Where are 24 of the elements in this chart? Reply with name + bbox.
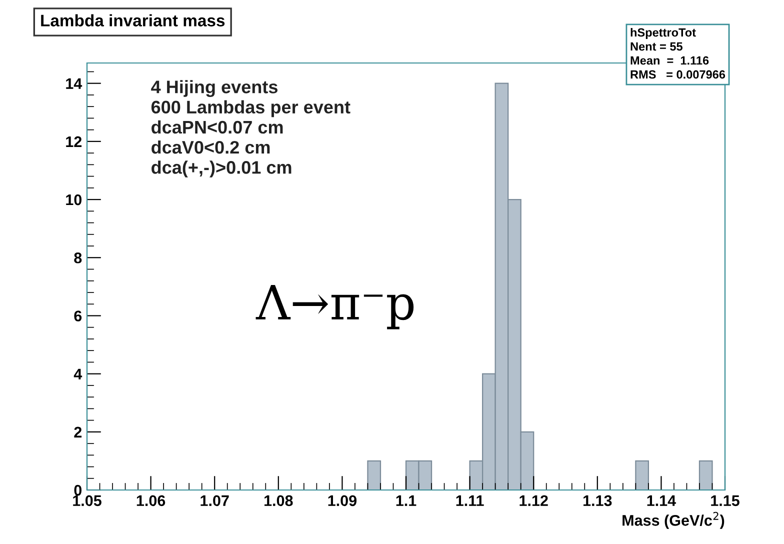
x-tick-label: 1.11 <box>456 495 484 506</box>
y-tick-label: 10 <box>66 194 82 206</box>
y-tick-label: 4 <box>74 368 82 380</box>
x-tick-label: 1.05 <box>73 495 102 506</box>
y-tick-label: 2 <box>74 426 82 438</box>
x-tick-label: 1.13 <box>583 495 612 506</box>
annotation: hSpettroTot Nent = 55 Mean = 1.116 RMS = 0.007966 <box>630 28 726 79</box>
y-tick-label: 0 <box>74 484 82 496</box>
x-tick-label: 1.1 <box>396 495 416 506</box>
x-tick-label: 1.08 <box>264 495 293 506</box>
x-tick-label: 1.14 <box>647 495 676 506</box>
y-tick-label: 8 <box>74 252 82 264</box>
x-tick-label: 1.15 <box>711 495 740 506</box>
x-tick-label: 1.07 <box>200 495 229 506</box>
x-axis-title: Mass (GeV/c$^{2}$) <box>622 512 724 529</box>
annotation: 4 Hijing events 600 Lambdas per event dcaPN<0.07 cm dcaV0<0.2 cm dca(+,-)>0.01 cm <box>151 80 350 178</box>
chart-title: Lambda invariant mass <box>41 14 225 26</box>
y-tick-label: 14 <box>66 78 82 89</box>
annotation: Λ→π⁻p <box>256 284 414 330</box>
y-tick-label: 12 <box>66 136 82 147</box>
x-tick-label: 1.12 <box>520 495 548 506</box>
x-tick-label: 1.09 <box>328 495 356 506</box>
x-tick-label: 1.06 <box>136 495 166 506</box>
y-tick-label: 6 <box>74 310 82 322</box>
